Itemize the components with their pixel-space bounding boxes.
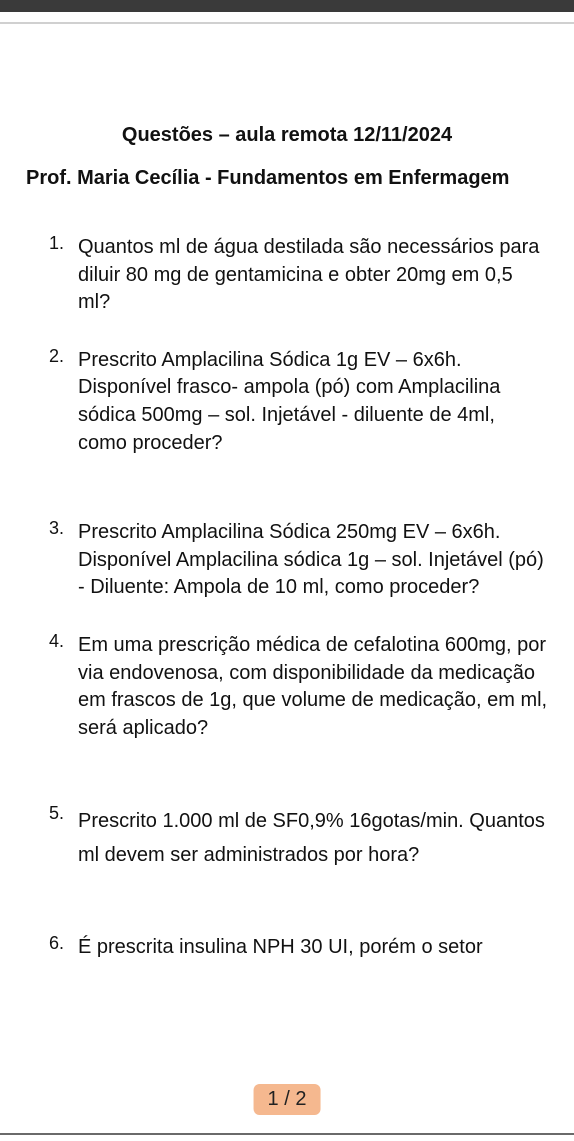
list-item: 5. Prescrito 1.000 ml de SF0,9% 16gotas/… <box>40 804 548 872</box>
question-text: Em uma prescrição médica de cefalotina 6… <box>70 632 548 742</box>
doc-subtitle: Prof. Maria Cecília - Fundamentos em Enf… <box>26 167 548 190</box>
list-item: 4. Em uma prescrição médica de cefalotin… <box>40 632 548 742</box>
document-page: Questões – aula remota 12/11/2024 Prof. … <box>0 24 574 962</box>
question-text: É prescrita insulina NPH 30 UI, porém o … <box>70 934 548 962</box>
list-item: 3. Prescrito Amplacilina Sódica 250mg EV… <box>40 519 548 602</box>
viewer-bottom-divider <box>0 1133 574 1135</box>
viewer-topbar <box>0 0 574 12</box>
question-number: 4. <box>40 629 70 654</box>
question-text: Prescrito Amplacilina Sódica 250mg EV – … <box>70 519 548 602</box>
question-text: Prescrito 1.000 ml de SF0,9% 16gotas/min… <box>70 804 548 872</box>
question-number: 6. <box>40 931 70 956</box>
question-text: Prescrito Amplacilina Sódica 1g EV – 6x6… <box>70 347 548 457</box>
page-indicator[interactable]: 1 / 2 <box>254 1084 321 1115</box>
question-number: 5. <box>40 801 70 826</box>
question-text: Quantos ml de água destilada são necessá… <box>70 234 548 317</box>
list-item: 1. Quantos ml de água destilada são nece… <box>40 234 548 317</box>
question-list: 1. Quantos ml de água destilada são nece… <box>26 234 548 962</box>
question-number: 3. <box>40 516 70 541</box>
list-item: 6. É prescrita insulina NPH 30 UI, porém… <box>40 934 548 962</box>
list-item: 2. Prescrito Amplacilina Sódica 1g EV – … <box>40 347 548 457</box>
question-number: 2. <box>40 344 70 369</box>
question-number: 1. <box>40 231 70 256</box>
doc-title: Questões – aula remota 12/11/2024 <box>26 124 548 147</box>
